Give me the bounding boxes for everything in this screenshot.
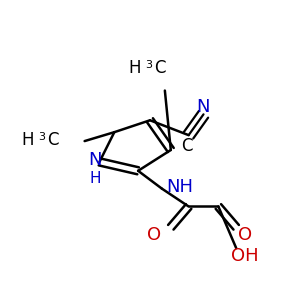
Text: 3: 3: [38, 132, 46, 142]
Text: H: H: [22, 130, 34, 148]
Text: C: C: [182, 136, 193, 154]
Text: H: H: [129, 59, 141, 77]
Text: O: O: [147, 226, 161, 244]
Text: O: O: [238, 226, 252, 244]
Text: OH: OH: [231, 247, 259, 265]
Text: C: C: [47, 130, 59, 148]
Text: H: H: [89, 171, 101, 186]
Text: C: C: [154, 59, 166, 77]
Text: 3: 3: [146, 60, 152, 70]
Text: NH: NH: [166, 178, 193, 196]
Text: N: N: [197, 98, 210, 116]
Text: N: N: [88, 152, 102, 169]
